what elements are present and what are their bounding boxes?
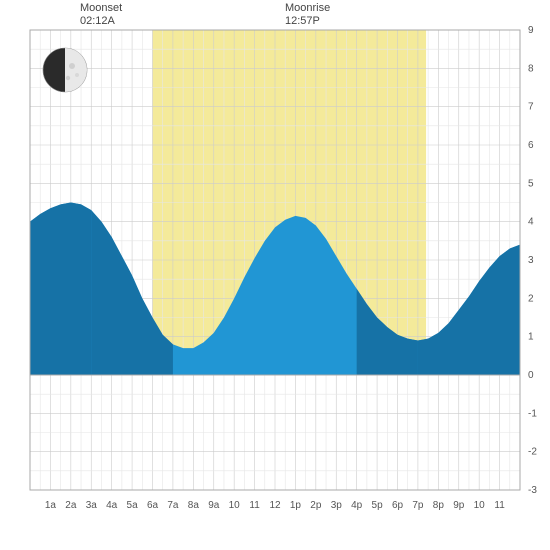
svg-text:4a: 4a (106, 500, 118, 511)
svg-text:11: 11 (249, 500, 260, 511)
svg-text:-3: -3 (528, 485, 537, 496)
svg-text:7p: 7p (412, 500, 424, 511)
tide-chart: -3-2-101234567891a2a3a4a5a6a7a8a9a101112… (0, 0, 550, 550)
moonset-label: Moonset 02:12A (80, 2, 122, 28)
svg-text:8: 8 (528, 63, 534, 74)
svg-text:1p: 1p (290, 500, 302, 511)
svg-text:4p: 4p (351, 500, 363, 511)
svg-text:-1: -1 (528, 408, 537, 419)
moonrise-label: Moonrise 12:57P (285, 2, 330, 28)
moonrise-title: Moonrise (285, 2, 330, 14)
svg-text:10: 10 (229, 500, 241, 511)
svg-text:7: 7 (528, 102, 534, 113)
svg-text:8a: 8a (188, 500, 200, 511)
svg-text:5a: 5a (127, 500, 139, 511)
svg-text:6p: 6p (392, 500, 404, 511)
svg-text:2a: 2a (65, 500, 77, 511)
svg-text:6: 6 (528, 140, 534, 151)
svg-text:2: 2 (528, 293, 534, 304)
svg-text:7a: 7a (167, 500, 179, 511)
svg-text:3a: 3a (86, 500, 98, 511)
svg-text:9p: 9p (453, 500, 465, 511)
svg-text:6a: 6a (147, 500, 159, 511)
svg-text:-2: -2 (528, 447, 537, 458)
svg-text:11: 11 (494, 500, 505, 511)
svg-text:9a: 9a (208, 500, 220, 511)
svg-text:3: 3 (528, 255, 534, 266)
moonrise-time: 12:57P (285, 15, 320, 27)
svg-text:1: 1 (528, 332, 534, 343)
svg-text:4: 4 (528, 217, 534, 228)
svg-text:8p: 8p (433, 500, 445, 511)
svg-text:9: 9 (528, 25, 534, 36)
moonset-title: Moonset (80, 2, 122, 14)
svg-text:3p: 3p (331, 500, 343, 511)
svg-text:12: 12 (269, 500, 281, 511)
svg-text:2p: 2p (310, 500, 322, 511)
svg-text:1a: 1a (45, 500, 57, 511)
tide-chart-container: -3-2-101234567891a2a3a4a5a6a7a8a9a101112… (0, 0, 550, 550)
moonset-time: 02:12A (80, 15, 115, 27)
svg-text:5p: 5p (372, 500, 384, 511)
svg-text:10: 10 (474, 500, 486, 511)
svg-text:5: 5 (528, 178, 534, 189)
svg-text:0: 0 (528, 370, 534, 381)
